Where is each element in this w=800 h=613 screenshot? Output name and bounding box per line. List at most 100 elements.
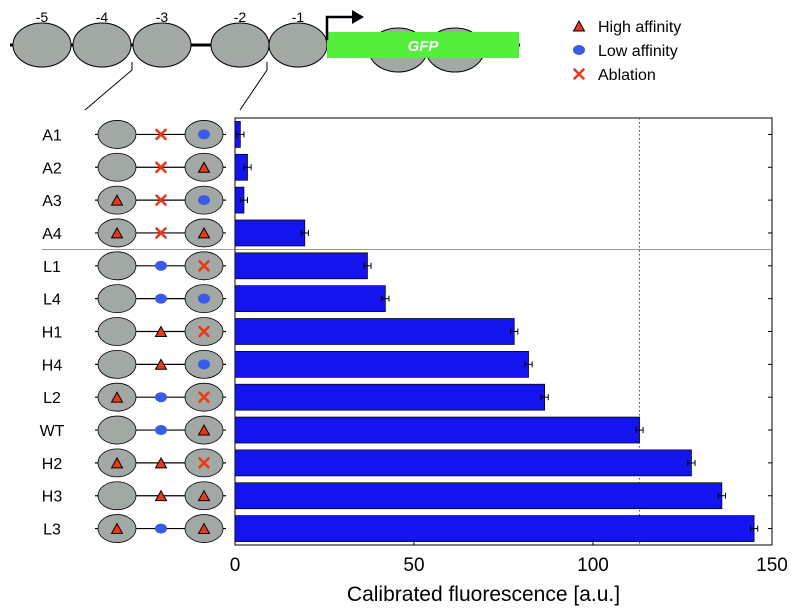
construct-label-L2: L2 — [43, 390, 61, 407]
construct-L1-middle-ellipse — [155, 260, 167, 271]
construct-diagrams: A1 A2 A3 A4 L1 L4 H1 H4 L2 WT H2 H3 L3 — [40, 120, 226, 543]
construct-A2-middle-cross — [155, 161, 167, 174]
bar-chart: 0 50 100 150 Calibrated fluorescence [a.u.] — [42, 117, 788, 606]
nucleosome--2 — [210, 22, 270, 68]
gfp-label: GFP — [408, 38, 440, 55]
construct-A1-middle-cross-stroke-b — [155, 128, 167, 141]
construct-H4-middle-triangle — [154, 358, 168, 370]
construct-L2-middle-ellipse — [155, 392, 167, 403]
legend-cross-cross-stroke-b — [573, 68, 585, 80]
construct-A2-middle-cross-stroke-b — [155, 161, 167, 174]
x-tick-label-100: 100 — [577, 555, 609, 576]
error-bar-L2 — [540, 394, 549, 401]
construct-H1-middle-triangle — [154, 325, 168, 337]
construct-nucleosome-left-H3 — [97, 481, 137, 511]
construct-label-A2: A2 — [42, 160, 62, 177]
construct-A4-left-triangle — [110, 226, 124, 239]
construct-nucleosome-left-L4 — [97, 284, 137, 314]
legend-label-triangle: High affinity — [598, 19, 681, 36]
construct-A3-right-ellipse — [198, 195, 210, 206]
construct-A3: A3 — [42, 185, 226, 215]
construct-label-WT: WT — [40, 423, 65, 440]
construct-L3: L3 — [43, 514, 226, 543]
construct-H4: H4 — [42, 349, 226, 379]
construct-L2-right-cross — [198, 391, 210, 403]
error-bar-A3 — [239, 197, 249, 204]
error-bar-WT — [635, 427, 644, 434]
bar-H4 — [234, 350, 529, 378]
bar-L3 — [234, 515, 755, 542]
construct-WT: WT — [40, 415, 226, 445]
construct-nucleosome-left-H1 — [97, 317, 137, 346]
bar-L2 — [234, 383, 546, 411]
error-bar-L4 — [381, 295, 390, 302]
construct-label-A1: A1 — [42, 127, 62, 144]
construct-nucleosome-left-H4 — [97, 349, 137, 379]
construct-H4-right-ellipse — [198, 359, 210, 370]
x-tick-label-0: 0 — [230, 555, 241, 576]
construct-H1: H1 — [42, 317, 226, 346]
construct-H3-middle-triangle — [154, 489, 168, 502]
construct-H3-right-triangle — [197, 489, 211, 502]
construct-L3-left-triangle — [110, 522, 124, 535]
construct-L1-right-cross — [198, 260, 210, 272]
construct-L2: L2 — [43, 382, 226, 412]
construct-A3-middle-cross — [155, 194, 167, 206]
construct-L1: L1 — [43, 251, 226, 281]
construct-A2-right-triangle — [197, 161, 211, 173]
error-bar-H1 — [510, 328, 519, 335]
promoter-diagram: -5 -4 -3 -2 -1 GFP — [10, 9, 520, 73]
construct-L2-right-cross-stroke-b — [198, 391, 210, 403]
legend: High affinity Low affinity Ablation — [572, 19, 681, 84]
construct-nucleosome-left-WT — [97, 415, 137, 445]
bar-H1 — [234, 318, 515, 345]
error-bar-L1 — [363, 262, 372, 269]
x-axis-label: Calibrated fluorescence [a.u.] — [347, 583, 620, 606]
error-bar-A2 — [243, 164, 252, 171]
construct-label-H2: H2 — [42, 456, 63, 473]
construct-A4-middle-cross-stroke-b — [155, 227, 167, 239]
bar-L1 — [234, 252, 368, 280]
error-bar-A1 — [236, 131, 245, 138]
construct-label-H3: H3 — [42, 489, 63, 506]
construct-WT-right-triangle — [197, 424, 211, 436]
construct-L3-right-triangle — [197, 522, 211, 535]
construct-A4: A4 — [42, 218, 226, 248]
nucleosome-label--2: -2 — [234, 9, 247, 25]
zoom-line-right — [239, 69, 268, 111]
legend-label-cross: Ablation — [598, 67, 656, 84]
error-bar-H4 — [524, 361, 533, 368]
tss-arrow-head — [352, 10, 364, 24]
nucleosome-label--1: -1 — [292, 9, 305, 25]
construct-label-A3: A3 — [42, 193, 62, 210]
construct-WT-middle-ellipse — [155, 425, 167, 436]
construct-label-H1: H1 — [42, 325, 63, 342]
nucleosome--4 — [72, 22, 132, 68]
construct-label-L4: L4 — [43, 292, 61, 309]
zoom-line-left — [84, 69, 133, 111]
construct-label-H4: H4 — [42, 357, 63, 374]
construct-A2: A2 — [42, 152, 226, 182]
bar-H2 — [234, 449, 692, 477]
nucleosome-label--4: -4 — [96, 9, 109, 25]
construct-A4-middle-cross — [155, 227, 167, 239]
nucleosome-label--3: -3 — [156, 9, 169, 25]
construct-nucleosome-left-A2 — [97, 152, 137, 182]
error-bar-H3 — [717, 492, 726, 499]
bar-A4 — [234, 219, 306, 247]
legend-label-ellipse: Low affinity — [598, 43, 678, 60]
x-tick-label-50: 50 — [403, 555, 424, 576]
construct-L4-middle-ellipse — [155, 293, 167, 304]
construct-L4: L4 — [43, 284, 226, 314]
construct-H2-middle-triangle — [154, 456, 168, 469]
construct-A1-middle-cross — [155, 128, 167, 141]
gfp-gene-box — [327, 32, 519, 58]
construct-L2-left-triangle — [110, 391, 124, 403]
zoom-lines — [84, 62, 268, 111]
construct-nucleosome-left-L1 — [97, 251, 137, 281]
legend-triangle-triangle — [572, 20, 586, 32]
construct-H2-left-triangle — [110, 456, 124, 469]
construct-L1-right-cross-stroke-b — [198, 260, 210, 272]
bar-L4 — [234, 285, 386, 313]
